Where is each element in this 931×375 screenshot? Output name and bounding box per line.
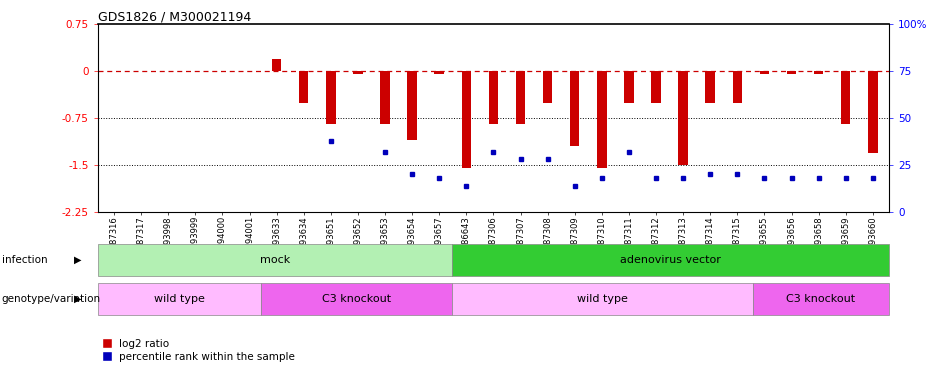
Text: mock: mock <box>260 255 290 265</box>
Bar <box>597 71 607 168</box>
Bar <box>435 71 444 74</box>
Bar <box>787 71 796 74</box>
Bar <box>299 71 308 102</box>
Text: ▶: ▶ <box>74 255 81 265</box>
Text: ▶: ▶ <box>74 294 81 304</box>
Bar <box>706 71 715 102</box>
Bar <box>462 71 471 168</box>
Bar <box>272 59 281 71</box>
Text: C3 knockout: C3 knockout <box>322 294 392 304</box>
Legend: log2 ratio, percentile rank within the sample: log2 ratio, percentile rank within the s… <box>99 334 299 366</box>
Text: wild type: wild type <box>155 294 205 304</box>
Bar <box>868 71 878 153</box>
Bar <box>408 71 417 140</box>
Text: C3 knockout: C3 knockout <box>787 294 856 304</box>
Text: infection: infection <box>2 255 47 265</box>
Bar <box>841 71 851 124</box>
Text: adenovirus vector: adenovirus vector <box>620 255 722 265</box>
Bar <box>760 71 769 74</box>
Bar <box>570 71 579 146</box>
Bar <box>326 71 335 124</box>
Text: genotype/variation: genotype/variation <box>2 294 101 304</box>
Bar <box>624 71 634 102</box>
Text: GDS1826 / M300021194: GDS1826 / M300021194 <box>98 10 251 23</box>
Bar <box>679 71 688 165</box>
Text: wild type: wild type <box>577 294 628 304</box>
Bar <box>733 71 742 102</box>
Bar <box>652 71 661 102</box>
Bar <box>489 71 498 124</box>
Bar <box>543 71 552 102</box>
Bar <box>814 71 823 74</box>
Bar <box>380 71 390 124</box>
Bar <box>516 71 525 124</box>
Bar <box>353 71 363 74</box>
